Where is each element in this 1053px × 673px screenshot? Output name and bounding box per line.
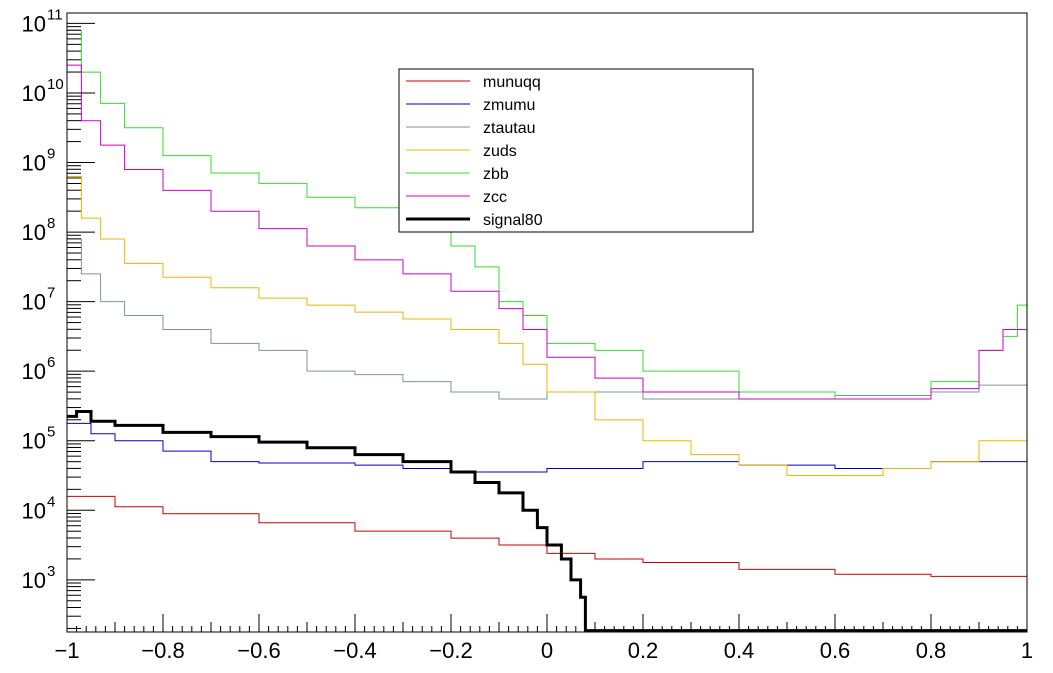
legend-label-ztautau: ztautau	[483, 120, 535, 137]
x-axis: −1 −0.8 −0.6 −0.4 −0.2 0 0.2 0.4 0.6 0.8 1	[54, 614, 1033, 663]
y-tick-label-exponent: 10	[47, 76, 64, 93]
series-layer	[67, 29, 1028, 633]
x-tick-label: 0	[541, 638, 553, 663]
y-tick-label-exponent: 3	[47, 563, 55, 580]
legend-label-zmumu: zmumu	[483, 97, 535, 114]
series-line-zuds	[67, 175, 1028, 477]
x-tick-label: 0.4	[724, 638, 755, 663]
y-tick-label-base: 10	[22, 359, 46, 384]
y-tick-label-base: 10	[22, 11, 46, 36]
series-line-zbb	[67, 29, 1028, 400]
y-tick-label-base: 10	[22, 151, 46, 176]
legend: munuqq zmumu ztautau zuds zbb zcc signal80	[398, 68, 754, 233]
y-tick-label-base: 10	[22, 81, 46, 106]
series-line-zmumu	[67, 392, 1028, 473]
y-tick-label-exponent: 6	[47, 354, 55, 371]
x-tick-label: −1	[54, 638, 79, 663]
x-tick-label: 0.8	[916, 638, 947, 663]
y-tick-label-base: 10	[22, 220, 46, 245]
legend-label-zuds: zuds	[483, 143, 517, 160]
y-tick-label-exponent: 8	[47, 215, 55, 232]
y-tick-label-base: 10	[22, 429, 46, 454]
y-tick-label-base: 10	[22, 568, 46, 593]
x-tick-label: −0.6	[237, 638, 280, 663]
y-tick-label-exponent: 4	[47, 493, 55, 510]
x-tick-label: −0.4	[333, 638, 376, 663]
y-tick-label-exponent: 5	[47, 424, 55, 441]
x-tick-label: −0.2	[429, 638, 472, 663]
x-tick-label: 0.6	[820, 638, 851, 663]
legend-label-zcc: zcc	[483, 189, 507, 206]
x-tick-label: 0.2	[628, 638, 659, 663]
x-tick-label: 1	[1021, 638, 1033, 663]
y-tick-label-exponent: 9	[47, 146, 55, 163]
series-line-ztautau	[67, 238, 1028, 406]
legend-label-munuqq: munuqq	[483, 74, 541, 91]
x-tick-label: −0.8	[141, 638, 184, 663]
legend-label-zbb: zbb	[483, 166, 509, 183]
legend-label-signal80: signal80	[483, 212, 543, 229]
y-tick-label-exponent: 11	[47, 6, 63, 23]
y-tick-label-exponent: 7	[47, 285, 55, 302]
y-tick-label-base: 10	[22, 498, 46, 523]
series-line-signal80	[67, 410, 1027, 633]
series-line-zcc	[67, 64, 1028, 400]
y-tick-label-base: 10	[22, 290, 46, 315]
